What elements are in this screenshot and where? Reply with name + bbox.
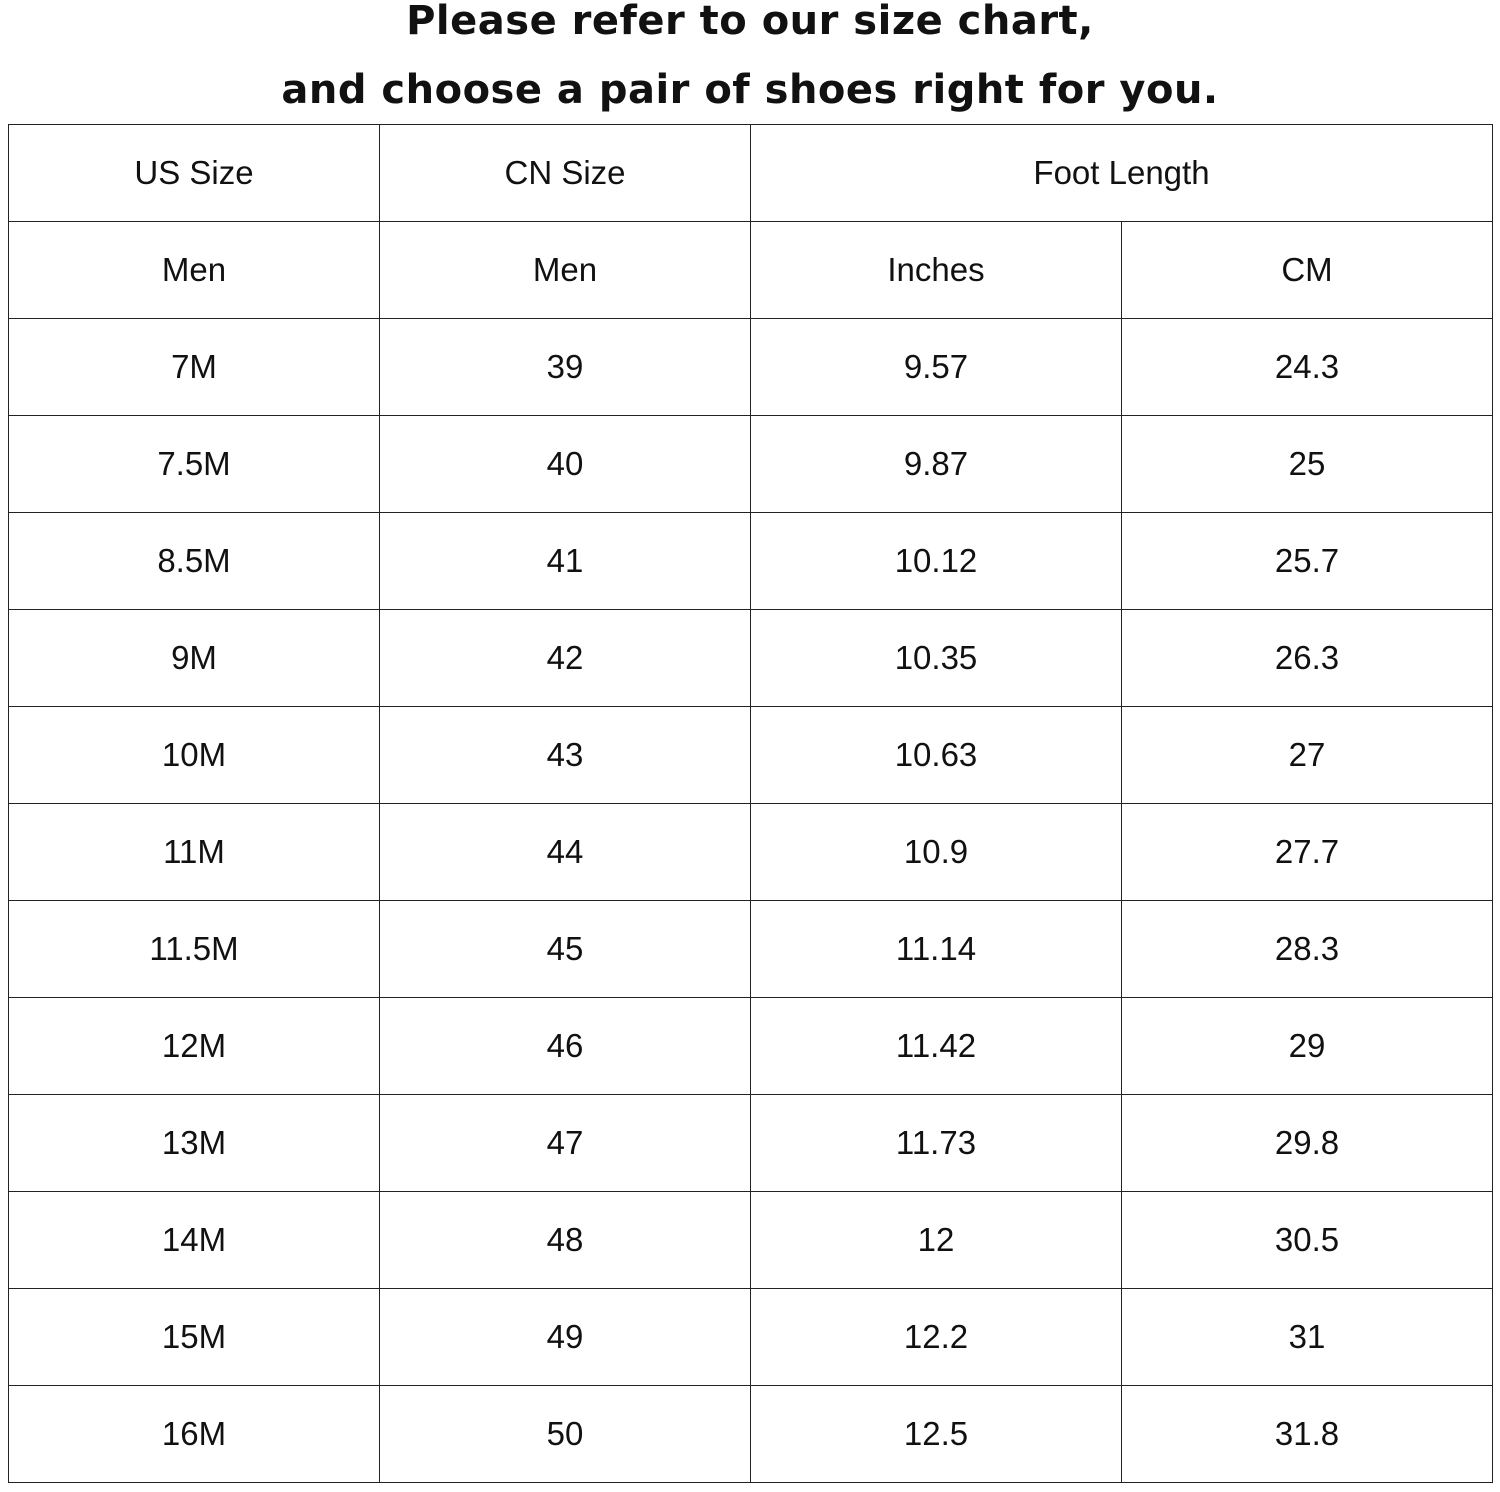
cn-size-cell: 40 xyxy=(379,415,751,513)
inches-cell: 11.73 xyxy=(750,1094,1122,1192)
cn-size-cell: 48 xyxy=(379,1191,751,1289)
us-size-cell: 12M xyxy=(8,997,380,1095)
header-row-2: Men Men Inches CM xyxy=(8,221,1493,319)
inches-cell: 9.87 xyxy=(750,415,1122,513)
cn-size-cell: 39 xyxy=(379,318,751,416)
inches-cell: 10.12 xyxy=(750,512,1122,610)
cn-size-cell: 49 xyxy=(379,1288,751,1386)
cn-size-cell: 42 xyxy=(379,609,751,707)
table-row: 7M 39 9.57 24.3 xyxy=(8,318,1493,416)
inches-cell: 10.63 xyxy=(750,706,1122,804)
table-row: 9M 42 10.35 26.3 xyxy=(8,609,1493,707)
us-size-cell: 7.5M xyxy=(8,415,380,513)
title-line-2: and choose a pair of shoes right for you… xyxy=(281,67,1219,113)
us-size-cell: 11M xyxy=(8,803,380,901)
us-size-cell: 9M xyxy=(8,609,380,707)
cm-cell: 27.7 xyxy=(1121,803,1493,901)
cn-size-cell: 50 xyxy=(379,1385,751,1483)
us-size-cell: 8.5M xyxy=(8,512,380,610)
subheader-cm: CM xyxy=(1121,221,1493,319)
size-chart-table: US Size CN Size Foot Length Men Men Inch… xyxy=(8,124,1493,1483)
table-row: 10M 43 10.63 27 xyxy=(8,706,1493,804)
inches-cell: 9.57 xyxy=(750,318,1122,416)
table-row: 14M 48 12 30.5 xyxy=(8,1191,1493,1289)
table-row: 8.5M 41 10.12 25.7 xyxy=(8,512,1493,610)
cm-cell: 24.3 xyxy=(1121,318,1493,416)
us-size-cell: 13M xyxy=(8,1094,380,1192)
table-row: 15M 49 12.2 31 xyxy=(8,1288,1493,1386)
table-row: 11M 44 10.9 27.7 xyxy=(8,803,1493,901)
inches-cell: 10.9 xyxy=(750,803,1122,901)
header-us-size: US Size xyxy=(8,124,380,222)
cn-size-cell: 43 xyxy=(379,706,751,804)
table-row: 11.5M 45 11.14 28.3 xyxy=(8,900,1493,998)
cm-cell: 29.8 xyxy=(1121,1094,1493,1192)
subheader-us-men: Men xyxy=(8,221,380,319)
header-row-1: US Size CN Size Foot Length xyxy=(8,124,1493,222)
header-foot-length: Foot Length xyxy=(750,124,1493,222)
cm-cell: 28.3 xyxy=(1121,900,1493,998)
us-size-cell: 7M xyxy=(8,318,380,416)
inches-cell: 11.42 xyxy=(750,997,1122,1095)
inches-cell: 12 xyxy=(750,1191,1122,1289)
cn-size-cell: 47 xyxy=(379,1094,751,1192)
cm-cell: 31.8 xyxy=(1121,1385,1493,1483)
cm-cell: 25.7 xyxy=(1121,512,1493,610)
cm-cell: 27 xyxy=(1121,706,1493,804)
subheader-cn-men: Men xyxy=(379,221,751,319)
us-size-cell: 15M xyxy=(8,1288,380,1386)
us-size-cell: 10M xyxy=(8,706,380,804)
inches-cell: 12.2 xyxy=(750,1288,1122,1386)
header-cn-size: CN Size xyxy=(379,124,751,222)
cn-size-cell: 46 xyxy=(379,997,751,1095)
cm-cell: 26.3 xyxy=(1121,609,1493,707)
inches-cell: 12.5 xyxy=(750,1385,1122,1483)
cm-cell: 25 xyxy=(1121,415,1493,513)
title-line-1: Please refer to our size chart, xyxy=(406,0,1094,44)
table-row: 7.5M 40 9.87 25 xyxy=(8,415,1493,513)
table-row: 13M 47 11.73 29.8 xyxy=(8,1094,1493,1192)
table-row: 12M 46 11.42 29 xyxy=(8,997,1493,1095)
us-size-cell: 11.5M xyxy=(8,900,380,998)
table-row: 16M 50 12.5 31.8 xyxy=(8,1385,1493,1483)
cm-cell: 31 xyxy=(1121,1288,1493,1386)
inches-cell: 10.35 xyxy=(750,609,1122,707)
cm-cell: 30.5 xyxy=(1121,1191,1493,1289)
cn-size-cell: 44 xyxy=(379,803,751,901)
us-size-cell: 16M xyxy=(8,1385,380,1483)
cn-size-cell: 45 xyxy=(379,900,751,998)
subheader-inches: Inches xyxy=(750,221,1122,319)
cm-cell: 29 xyxy=(1121,997,1493,1095)
inches-cell: 11.14 xyxy=(750,900,1122,998)
us-size-cell: 14M xyxy=(8,1191,380,1289)
cn-size-cell: 41 xyxy=(379,512,751,610)
